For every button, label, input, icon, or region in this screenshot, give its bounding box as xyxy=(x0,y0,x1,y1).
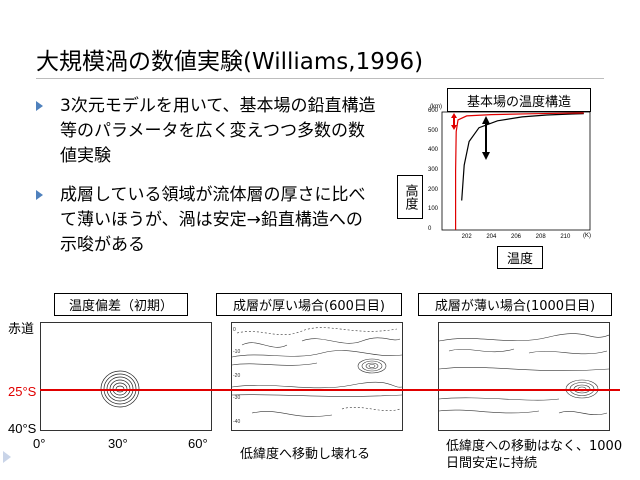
bullet-arrow-icon xyxy=(36,101,43,111)
y-tick-label: 300 xyxy=(428,167,439,173)
arrow-head-up xyxy=(482,116,490,124)
x-tick-label: 210 xyxy=(560,234,571,240)
inset-title: 基本場の温度構造 xyxy=(447,88,591,112)
temperature-chart xyxy=(441,111,591,231)
title-divider xyxy=(36,78,604,79)
panel-initial xyxy=(40,322,212,431)
y-tick-label: 200 xyxy=(428,186,439,193)
series-line-2 xyxy=(454,112,584,230)
latitude-25s-line xyxy=(40,389,620,391)
bullet-arrow-icon xyxy=(36,190,43,200)
bullet-1: 3次元モデルを用いて、基本場の鉛直構造等のパラメータを広く変えつつ多数の数値実験 xyxy=(36,94,376,169)
bullet-2: 成層している領域が流体層の厚さに比べて薄いほうが、渦は安定→鉛直構造への示唆があ… xyxy=(36,183,376,258)
panel-thick: 0 -10 -20 -30 -40 xyxy=(231,322,403,431)
panel-label-thick: 成層が厚い場合(600日目) xyxy=(216,293,402,316)
svg-text:-10: -10 xyxy=(233,349,240,355)
y-unit-label: (km) xyxy=(430,104,442,110)
lat-label-equator: 赤道 xyxy=(8,321,35,336)
lon-label-0: 0° xyxy=(33,436,46,451)
y-tick-label: 100 xyxy=(428,206,439,213)
svg-text:-20: -20 xyxy=(233,373,240,379)
bullet-2-text: 成層している領域が流体層の厚さに比べて薄いほうが、渦は安定→鉛直構造への示唆があ… xyxy=(60,185,366,255)
thick-layer-contours: 0 -10 -20 -30 -40 xyxy=(232,327,402,425)
initial-vortex-contours xyxy=(100,370,140,408)
lon-label-30: 30° xyxy=(108,436,128,451)
y-tick-label: 0 xyxy=(428,226,432,232)
bullet-1-text: 3次元モデルを用いて、基本場の鉛直構造等のパラメータを広く変えつつ多数の数値実験 xyxy=(60,96,376,166)
lat-label-40s: 40°S xyxy=(8,421,37,436)
x-tick-label: 206 xyxy=(511,234,522,240)
x-tick-label: 202 xyxy=(461,234,472,240)
x-axis-label: 温度 xyxy=(497,246,543,269)
y-tick-label: 600 xyxy=(428,108,439,114)
y-tick-label: 500 xyxy=(428,127,439,134)
slide-title: 大規模渦の数値実験(Williams,1996) xyxy=(36,49,424,75)
height-arrows xyxy=(451,113,490,160)
svg-text:-30: -30 xyxy=(233,395,240,401)
x-unit-label: (K) xyxy=(583,233,591,239)
thin-layer-contours xyxy=(439,333,609,415)
y-tick-label: 400 xyxy=(428,147,439,154)
slide-nav-arrow-icon[interactable] xyxy=(3,451,11,463)
arrow-head-down xyxy=(482,152,490,160)
plot-area xyxy=(441,111,591,231)
panel-thin xyxy=(438,322,610,431)
svg-text:-40: -40 xyxy=(233,419,240,425)
series-line-1 xyxy=(461,113,584,201)
red-arrow-head-down xyxy=(451,125,457,130)
caption-thin: 低緯度への移動はなく、1000日間安定に持続 xyxy=(446,439,623,471)
caption-thick: 低緯度へ移動し壊れる xyxy=(240,447,371,462)
y-axis-label: 高度 xyxy=(397,175,423,219)
x-tick-label: 208 xyxy=(535,234,546,240)
x-tick-label: 204 xyxy=(486,234,497,240)
lon-label-60: 60° xyxy=(188,436,208,451)
svg-text:0: 0 xyxy=(233,327,236,333)
lat-label-25s: 25°S xyxy=(8,384,37,399)
panel-label-initial: 温度偏差（初期） xyxy=(54,293,188,316)
panel-label-thin: 成層が薄い場合(1000日目) xyxy=(418,293,612,316)
red-arrow-head-up xyxy=(451,113,457,118)
